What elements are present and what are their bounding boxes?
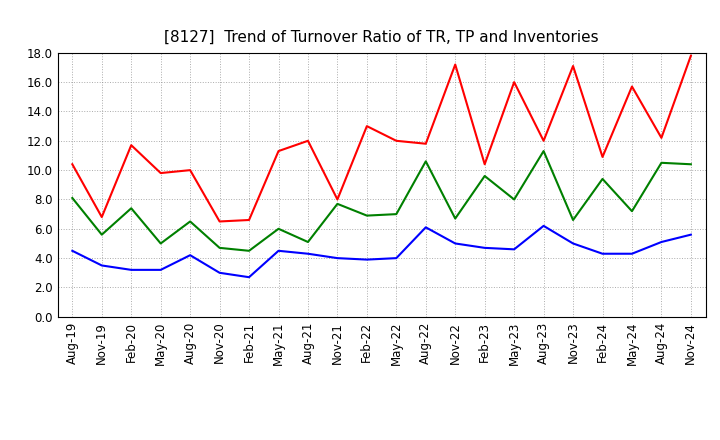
Trade Payables (127, 267, 135, 272)
Inventories (421, 159, 430, 164)
Inventories (539, 148, 548, 154)
Trade Receivables (186, 168, 194, 173)
Inventories (127, 205, 135, 211)
Trade Payables (569, 241, 577, 246)
Trade Receivables (97, 214, 106, 220)
Inventories (304, 239, 312, 245)
Trade Payables (245, 275, 253, 280)
Trade Receivables (657, 135, 666, 140)
Inventories (480, 173, 489, 179)
Inventories (392, 212, 400, 217)
Inventories (687, 161, 696, 167)
Trade Payables (657, 239, 666, 245)
Inventories (186, 219, 194, 224)
Trade Payables (628, 251, 636, 257)
Inventories (569, 217, 577, 223)
Line: Trade Payables: Trade Payables (72, 226, 691, 277)
Inventories (510, 197, 518, 202)
Inventories (156, 241, 165, 246)
Trade Payables (363, 257, 372, 262)
Trade Receivables (392, 138, 400, 143)
Trade Receivables (363, 124, 372, 129)
Trade Receivables (127, 143, 135, 148)
Trade Receivables (598, 154, 607, 160)
Inventories (274, 226, 283, 231)
Trade Receivables (687, 53, 696, 59)
Trade Payables (451, 241, 459, 246)
Trade Payables (156, 267, 165, 272)
Inventories (451, 216, 459, 221)
Trade Payables (304, 251, 312, 257)
Inventories (333, 201, 342, 206)
Inventories (628, 209, 636, 214)
Inventories (363, 213, 372, 218)
Trade Receivables (539, 138, 548, 143)
Trade Receivables (156, 170, 165, 176)
Line: Trade Receivables: Trade Receivables (72, 56, 691, 221)
Trade Payables (186, 253, 194, 258)
Trade Payables (598, 251, 607, 257)
Trade Receivables (274, 148, 283, 154)
Trade Payables (480, 245, 489, 250)
Inventories (598, 176, 607, 182)
Trade Receivables (480, 161, 489, 167)
Trade Payables (687, 232, 696, 237)
Trade Payables (510, 247, 518, 252)
Trade Receivables (333, 197, 342, 202)
Inventories (215, 245, 224, 250)
Trade Receivables (304, 138, 312, 143)
Trade Payables (421, 225, 430, 230)
Trade Receivables (68, 161, 76, 167)
Inventories (245, 248, 253, 253)
Inventories (97, 232, 106, 237)
Trade Payables (274, 248, 283, 253)
Trade Payables (215, 270, 224, 275)
Trade Receivables (421, 141, 430, 147)
Trade Payables (97, 263, 106, 268)
Trade Payables (392, 256, 400, 261)
Trade Payables (539, 223, 548, 228)
Trade Payables (68, 248, 76, 253)
Inventories (657, 160, 666, 165)
Trade Receivables (215, 219, 224, 224)
Line: Inventories: Inventories (72, 151, 691, 251)
Inventories (68, 195, 76, 201)
Trade Receivables (569, 63, 577, 69)
Trade Payables (333, 256, 342, 261)
Trade Receivables (628, 84, 636, 89)
Title: [8127]  Trend of Turnover Ratio of TR, TP and Inventories: [8127] Trend of Turnover Ratio of TR, TP… (164, 29, 599, 45)
Trade Receivables (510, 80, 518, 85)
Trade Receivables (245, 217, 253, 223)
Trade Receivables (451, 62, 459, 67)
